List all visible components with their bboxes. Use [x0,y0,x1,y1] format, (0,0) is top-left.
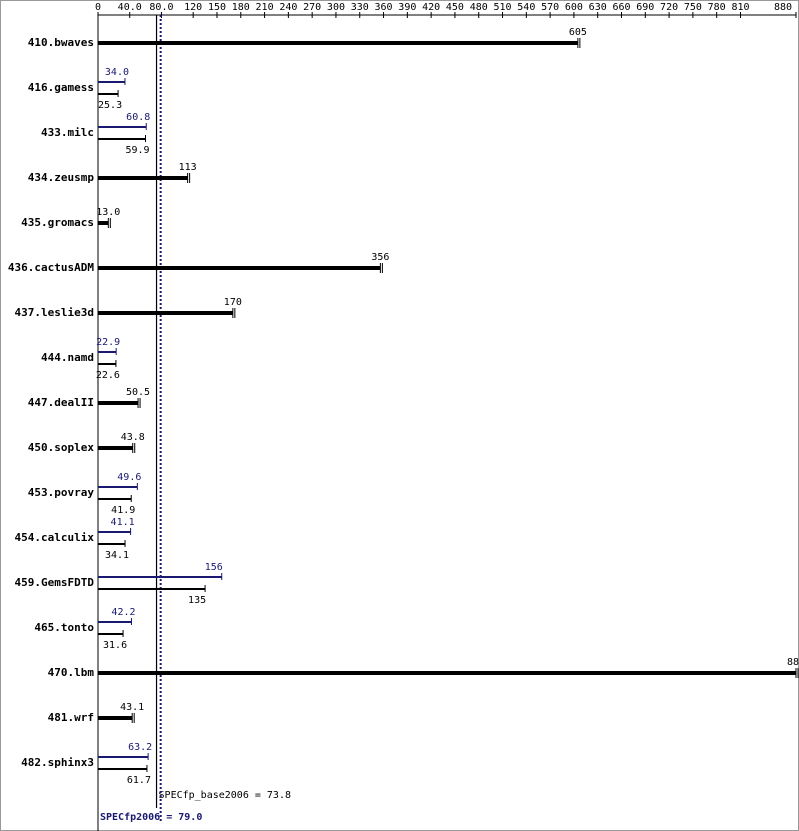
value-label: 42.2 [111,607,135,618]
value-label: 34.1 [105,550,129,561]
value-label: 50.5 [126,387,150,398]
value-label: 60.8 [126,112,150,123]
bar [98,176,188,180]
value-label: 61.7 [127,775,151,786]
x-tick-label: 120 [184,2,202,13]
x-tick-label: 360 [375,2,393,13]
category-label: 450.soplex [28,441,95,454]
x-tick-label: 0 [95,2,101,13]
bar [98,363,116,365]
bar [98,768,147,770]
value-label: 135 [188,595,206,606]
value-label: 31.6 [103,640,127,651]
category-label: 470.lbm [48,666,95,679]
bar [98,81,125,83]
bar [98,126,147,128]
bar [98,401,139,405]
bar [98,576,222,578]
x-tick-label: 420 [422,2,440,13]
bar [98,138,146,140]
x-tick-label: 330 [351,2,369,13]
bar [98,93,119,95]
value-label: 356 [371,252,389,263]
bar [98,621,132,623]
value-label: 605 [569,27,587,38]
x-tick-label: 510 [493,2,511,13]
bar [98,531,131,533]
category-label: 459.GemsFDTD [15,576,95,589]
bar [98,716,133,720]
category-label: 447.dealII [28,396,94,409]
bar [98,446,133,450]
x-tick-label: 480 [470,2,488,13]
value-label: 43.8 [121,432,145,443]
bar [98,543,126,545]
value-label: 113 [179,162,197,173]
bar [98,498,132,500]
value-label: 170 [224,297,242,308]
category-label: 434.zeusmp [28,171,95,184]
x-tick-label: 630 [589,2,607,13]
x-tick-label: 810 [731,2,749,13]
value-label: 156 [205,562,223,573]
bar [98,671,796,675]
value-label: 880 [787,657,799,668]
value-label: 22.6 [96,370,120,381]
bar [98,486,138,488]
category-label: 437.leslie3d [15,306,94,319]
reference-label: SPECfp2006 = 79.0 [100,812,202,823]
value-label: 59.9 [125,145,149,156]
value-label: 22.9 [96,337,120,348]
x-tick-label: 210 [256,2,274,13]
category-label: 465.tonto [34,621,94,634]
x-tick-label: 660 [612,2,630,13]
x-tick-label: 270 [303,2,321,13]
x-tick-label: 150 [208,2,226,13]
x-tick-label: 690 [636,2,654,13]
value-label: 41.1 [111,517,135,528]
x-tick-label: 880 [774,2,792,13]
value-label: 49.6 [117,472,141,483]
value-label: 13.0 [96,207,120,218]
x-tick-label: 540 [517,2,535,13]
x-tick-label: 720 [660,2,678,13]
category-label: 436.cactusADM [8,261,94,274]
category-label: 410.bwaves [28,36,94,49]
x-tick-label: 450 [446,2,464,13]
category-label: 454.calculix [15,531,95,544]
category-label: 435.gromacs [21,216,94,229]
x-tick-label: 570 [541,2,559,13]
x-tick-label: 180 [232,2,250,13]
x-tick-label: 390 [398,2,416,13]
bar [98,311,233,315]
value-label: 63.2 [128,742,152,753]
value-label: 25.3 [98,100,122,111]
x-tick-label: 780 [708,2,726,13]
value-label: 34.0 [105,67,129,78]
bar [98,221,109,225]
category-label: 453.povray [28,486,95,499]
bar [98,41,578,45]
category-label: 482.sphinx3 [21,756,94,769]
bar [98,756,149,758]
x-tick-label: 240 [279,2,297,13]
bar [98,588,206,590]
category-label: 433.milc [41,126,94,139]
value-label: 43.1 [120,702,144,713]
x-tick-label: 80.0 [149,2,173,13]
reference-label: SPECfp_base2006 = 73.8 [159,790,291,801]
bar [98,266,381,270]
category-label: 481.wrf [48,711,94,724]
x-tick-label: 40.0 [118,2,142,13]
category-label: 416.gamess [28,81,94,94]
bar [98,351,117,353]
x-tick-label: 750 [684,2,702,13]
x-tick-label: 600 [565,2,583,13]
value-label: 41.9 [111,505,135,516]
x-tick-label: 300 [327,2,345,13]
category-label: 444.namd [41,351,94,364]
bar [98,633,124,635]
